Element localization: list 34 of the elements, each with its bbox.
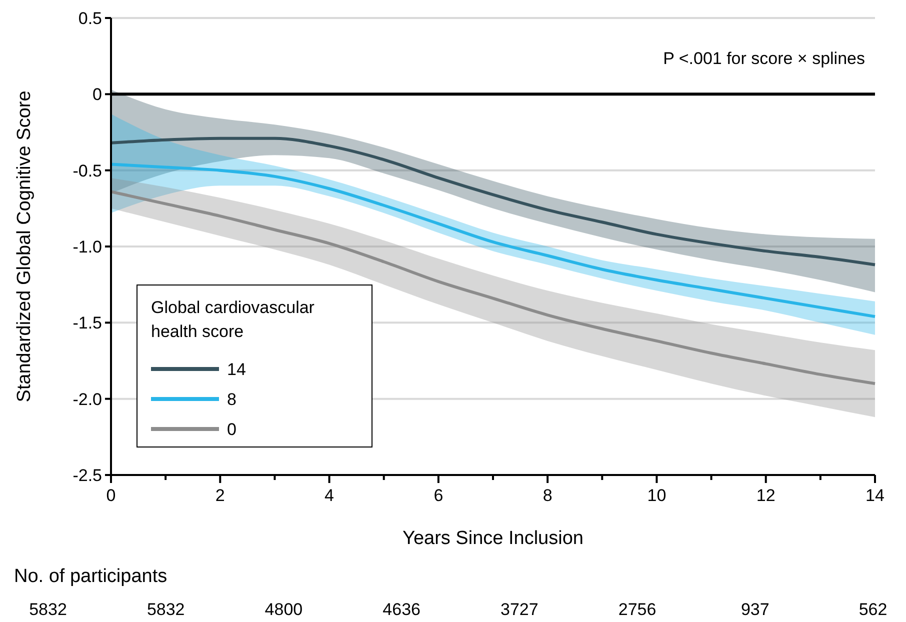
text: 5832 <box>29 600 67 619</box>
y-axis-title: Standardized Global Cognitive Score <box>14 90 35 402</box>
text: 3727 <box>500 600 538 619</box>
legend-title: Global cardiovascular health score <box>151 298 315 341</box>
legend-label: 14 <box>227 360 246 379</box>
x-tick-label: 0 <box>106 486 116 505</box>
text: 5832 <box>146 600 185 619</box>
y-tick-label: -2.0 <box>72 390 102 409</box>
x-tick-label: 2 <box>215 486 225 505</box>
line-series <box>110 162 876 318</box>
y-tick-label: 0.5 <box>78 8 102 28</box>
y-tick-label: -1.0 <box>72 237 102 256</box>
line-series <box>110 136 876 266</box>
legend-label: 8 <box>227 390 236 409</box>
line-series <box>110 190 876 386</box>
x-tick-label: 12 <box>756 486 776 505</box>
y-tick-label: 0 <box>92 85 102 104</box>
x-tick-label: 8 <box>542 486 552 505</box>
legend-label: 0 <box>227 420 236 439</box>
x-tick-label: 10 <box>647 486 666 505</box>
x-axis-title: Years Since Inclusion <box>402 528 584 549</box>
text: No. of participants <box>14 566 168 587</box>
text: 4636 <box>382 600 420 619</box>
x-tick-label: 14 <box>866 486 884 505</box>
annotation: P <.001 for score × splines <box>663 49 865 68</box>
text: 937 <box>740 600 770 619</box>
text: 4800 <box>264 600 303 619</box>
y-tick-label: -0.5 <box>72 161 102 180</box>
text: 2756 <box>618 600 656 619</box>
y-tick-label: -1.5 <box>72 314 102 333</box>
y-tick-label: -2.5 <box>72 466 102 485</box>
x-tick-label: 6 <box>434 486 444 505</box>
x-tick-label: 4 <box>324 486 334 505</box>
text: 562 <box>858 600 888 619</box>
